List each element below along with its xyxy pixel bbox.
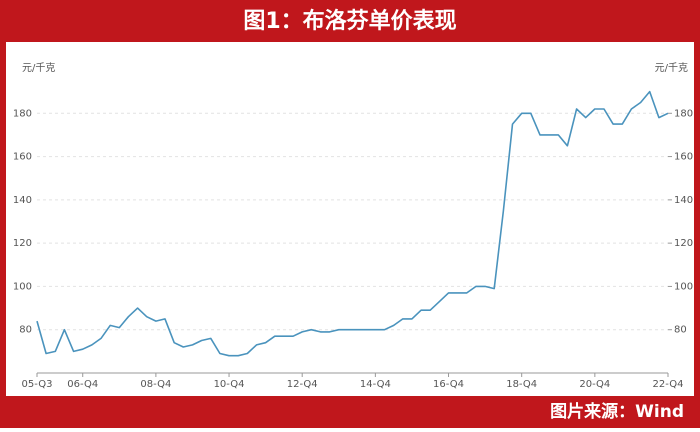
y-tick-label: 180 bbox=[13, 108, 32, 119]
x-tick-label: 10-Q4 bbox=[214, 379, 245, 390]
y2-axis-unit: 元/千克 bbox=[655, 62, 688, 74]
x-tick-label: 12-Q4 bbox=[287, 379, 318, 390]
price-line bbox=[36, 90, 669, 357]
x-tick-label: 16-Q4 bbox=[433, 379, 464, 390]
x-tick-label: 08-Q4 bbox=[140, 379, 171, 390]
y-axis-unit: 元/千克 bbox=[22, 62, 55, 74]
chart-panel bbox=[6, 42, 694, 396]
x-tick-label: 18-Q4 bbox=[506, 379, 537, 390]
y-tick-label: 80 bbox=[19, 325, 32, 336]
y2-tick-label: 80 bbox=[674, 325, 687, 336]
chart-title: 图1：布洛芬单价表现 bbox=[243, 8, 456, 34]
x-tick-label: 06-Q4 bbox=[67, 379, 98, 390]
y-tick-label: 100 bbox=[13, 281, 32, 292]
y2-tick-label: 120 bbox=[674, 238, 693, 249]
y2-tick-label: 180 bbox=[674, 108, 693, 119]
y2-tick-label: 140 bbox=[674, 195, 693, 206]
x-tick-label: 20-Q4 bbox=[579, 379, 610, 390]
y-tick-label: 140 bbox=[13, 195, 32, 206]
x-tick-label: 14-Q4 bbox=[360, 379, 391, 390]
y2-tick-label: 100 bbox=[674, 281, 693, 292]
x-tick-label: 22-Q4 bbox=[653, 379, 684, 390]
y2-tick-label: 160 bbox=[674, 152, 693, 163]
x-tick-label: 05-Q3 bbox=[22, 379, 53, 390]
y-tick-label: 160 bbox=[13, 152, 32, 163]
source-note: 图片来源：Wind bbox=[550, 401, 684, 422]
y-tick-label: 120 bbox=[13, 238, 32, 249]
